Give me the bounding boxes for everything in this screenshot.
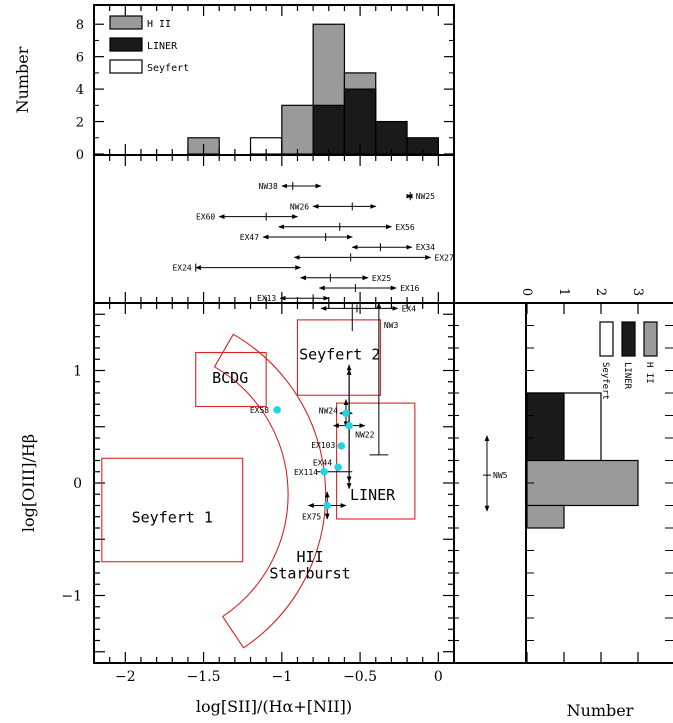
region-label-hii-2: Starburst xyxy=(269,565,350,583)
point-label-3: EX103 xyxy=(311,441,335,450)
region-box-1 xyxy=(195,351,267,408)
right-range-label: NW5 xyxy=(493,471,508,480)
region-hii-starburst xyxy=(213,333,327,649)
point-label-4: EX44 xyxy=(313,458,332,467)
right-legend-swatch-1 xyxy=(621,321,636,357)
top-ytick-label-2: 4 xyxy=(76,83,84,98)
diagram-xtick-label-4: 0 xyxy=(434,669,443,685)
point-ex58 xyxy=(273,406,281,414)
right-range-panel: NW5 xyxy=(454,302,508,664)
arrow-label-nw3: NW3 xyxy=(384,321,399,330)
legend-swatch-0 xyxy=(109,15,143,30)
region-label-seyfert2: Seyfert 2 xyxy=(299,345,380,363)
right-range-frame xyxy=(453,302,527,664)
point-label-2: NW22 xyxy=(355,431,374,440)
top-ytick-label-3: 6 xyxy=(76,51,84,66)
legend-label-2: Seyfert xyxy=(147,63,189,74)
right-histogram-frame xyxy=(525,302,673,664)
right-hist-xtick-label-0: 0 xyxy=(519,288,534,296)
point-nw22 xyxy=(345,421,353,430)
right-hist-xtick-label-3: 3 xyxy=(630,288,645,296)
diagram-y-axis-label: log[OIII]/Hβ xyxy=(19,434,38,532)
hist-bar-4 xyxy=(312,104,346,155)
right-legend-swatch-0 xyxy=(643,321,658,357)
point-ex114 xyxy=(320,467,328,476)
top-ytick-label-0: 0 xyxy=(76,148,84,163)
region-label-hii-1: HII xyxy=(296,548,323,566)
diagram-xtick-label-3: −0.5 xyxy=(343,669,377,685)
range-label-2: NW26 xyxy=(290,202,309,211)
point-ex103 xyxy=(337,442,346,450)
range-label-7: EX27 xyxy=(435,253,454,262)
legend-label-0: H II xyxy=(147,19,171,30)
region-label-liner: LINER xyxy=(350,486,396,504)
region-label-bcdg: BCDG xyxy=(212,369,248,387)
top-ytick-label-4: 8 xyxy=(76,18,84,33)
right-legend-label-1: LINER xyxy=(622,362,632,390)
point-label-0: EX58 xyxy=(250,406,269,415)
hist-bar-2 xyxy=(281,104,314,155)
range-label-6: EX34 xyxy=(416,243,435,252)
point-label-5: EX114 xyxy=(294,468,318,477)
top-ytick-label-1: 2 xyxy=(76,116,84,131)
top-histogram: 0 2 4 6 8 H II LINER Seyfert xyxy=(76,5,455,163)
top-y-axis-label: Number xyxy=(13,46,32,113)
diagram-xtick-label-0: −2 xyxy=(115,669,136,685)
point-ex44 xyxy=(334,463,342,472)
right-hist-bar-3 xyxy=(526,504,565,529)
point-ex75 xyxy=(323,501,332,510)
range-label-4: EX56 xyxy=(395,223,414,232)
legend-swatch-2 xyxy=(109,59,143,74)
range-label-10: EX16 xyxy=(400,284,419,293)
right-x-axis-label: Number xyxy=(567,701,634,720)
right-legend-swatch-2 xyxy=(599,321,614,357)
range-label-5: EX47 xyxy=(240,233,259,242)
right-legend-label-0: H II xyxy=(644,362,654,384)
diagram-frame xyxy=(93,302,455,664)
diagram-xtick-label-1: −1.5 xyxy=(187,669,221,685)
point-nw24 xyxy=(342,409,350,418)
right-hist-bar-2 xyxy=(526,459,639,507)
right-legend-label-2: Seyfert xyxy=(600,362,610,400)
diagram-ytick-label-0: −1 xyxy=(61,589,82,605)
legend-swatch-1 xyxy=(109,37,143,52)
right-hist-xtick-label-1: 1 xyxy=(556,288,571,296)
diagnostic-diagram: −2 −1.5 −1 −0.5 0 −1 0 1 Seyfert 2 BCDG LINER Seyfe… xyxy=(61,302,455,685)
range-label-9: EX25 xyxy=(372,274,391,283)
region-label-seyfert1: Seyfert 1 xyxy=(132,508,213,526)
range-label-3: EX60 xyxy=(196,213,215,222)
region-box-2 xyxy=(336,402,416,520)
range-label-0: NW38 xyxy=(259,182,278,191)
region-box-3 xyxy=(101,457,244,563)
point-label-1: NW24 xyxy=(319,406,338,415)
right-hist-xtick-label-2: 2 xyxy=(593,288,608,296)
right-histogram: 0 1 2 3 H II LINER Seyfert xyxy=(519,288,673,664)
region-box-0 xyxy=(296,319,381,396)
diagram-x-axis-label: log[SII]/(Hα+[NII]) xyxy=(196,697,352,716)
diagram-xtick-label-2: −1 xyxy=(272,669,293,685)
diagram-ytick-label-1: 0 xyxy=(73,476,82,492)
range-label-12: EX4 xyxy=(402,304,417,313)
legend-label-1: LINER xyxy=(147,41,178,52)
range-label-8: EX24 xyxy=(172,264,191,273)
range-label-1: NW25 xyxy=(416,192,435,201)
point-label-6: EX75 xyxy=(302,513,321,522)
diagram-ytick-label-2: 1 xyxy=(73,364,82,380)
range-label-11: EX13 xyxy=(257,294,276,303)
